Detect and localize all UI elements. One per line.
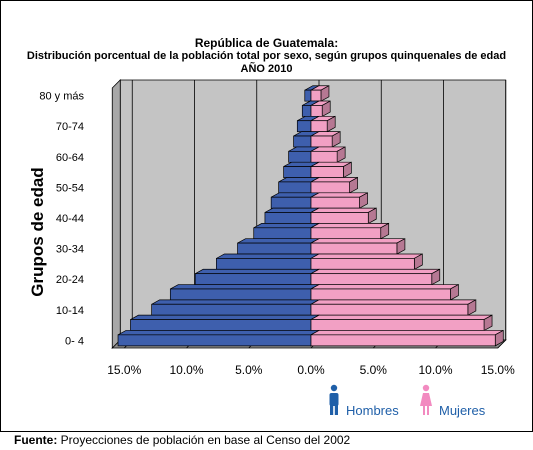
bar-male-30-34	[237, 238, 320, 255]
bar-female-35-39	[310, 222, 390, 240]
bar-female-55-59	[310, 161, 352, 179]
plot-side-wall	[111, 79, 121, 349]
legend-female-label: Mujeres	[439, 403, 486, 418]
bar-female-20-24	[310, 268, 441, 286]
bar-female-30-34	[310, 238, 406, 255]
bar-male-0-4	[117, 329, 320, 347]
y-tick-label: 30-34	[56, 244, 84, 256]
chart-subtitle: Distribución porcentual de la población …	[26, 50, 507, 62]
bar-female-75-79	[310, 100, 331, 118]
x-tick-label: 5.0%	[235, 363, 263, 377]
source-note: Fuente: Proyecciones de población en bas…	[14, 433, 350, 447]
bar-male-15-19	[169, 283, 320, 301]
bar-female-25-29	[310, 253, 423, 270]
bar-female-10-14	[310, 299, 477, 316]
x-tick-label: 10.0%	[418, 363, 452, 377]
female-person-icon	[420, 384, 432, 415]
x-tick-label: 15.0%	[481, 363, 515, 377]
y-tick-label: 20-24	[56, 274, 84, 286]
bar-female-5-9	[310, 314, 493, 332]
x-tick-label: 5.0%	[360, 363, 388, 377]
source-label: Fuente:	[14, 433, 58, 447]
y-tick-label: 10-14	[56, 305, 84, 317]
bar-female-80ymás	[310, 85, 330, 102]
y-tick-label: 70-74	[56, 121, 84, 133]
bar-female-60-64	[310, 146, 346, 163]
bar-male-5-9	[130, 314, 320, 332]
y-tick-label: 50-54	[56, 182, 84, 194]
population-pyramid-chart: 15.0% 10.0% 5.0% 0.0% 5.0% 10.0% 15.0% 0- 4 10-1…	[39, 79, 515, 415]
bar-male-20-24	[194, 268, 320, 286]
bar-male-10-14	[151, 299, 320, 316]
bar-female-50-54	[310, 176, 358, 194]
y-tick-label: 0- 4	[65, 335, 84, 347]
y-tick-label: 80 y más	[39, 91, 84, 103]
source-text: Proyecciones de población en base al Cen…	[57, 433, 351, 447]
bar-female-40-44	[310, 207, 377, 225]
floor-gridline	[497, 339, 507, 349]
x-tick-label: 10.0%	[169, 363, 203, 377]
bar-female-65-69	[310, 131, 341, 148]
bar-male-35-39	[253, 222, 320, 240]
legend-male-label: Hombres	[346, 403, 399, 418]
bar-female-70-74	[310, 115, 336, 133]
chart-year: AÑO 2010	[240, 63, 293, 75]
y-tick-label: 40-44	[56, 213, 84, 225]
x-tick-label: 0.0%	[297, 363, 325, 377]
bar-female-0-4	[310, 329, 504, 347]
y-tick-label: 60-64	[56, 152, 84, 164]
bar-female-45-49	[310, 192, 368, 209]
bar-female-15-19	[310, 283, 459, 301]
x-tick-label: 15.0%	[107, 363, 141, 377]
chart-title: República de Guatemala:	[194, 36, 339, 50]
male-person-icon	[329, 384, 339, 415]
bar-male-25-29	[216, 253, 320, 270]
